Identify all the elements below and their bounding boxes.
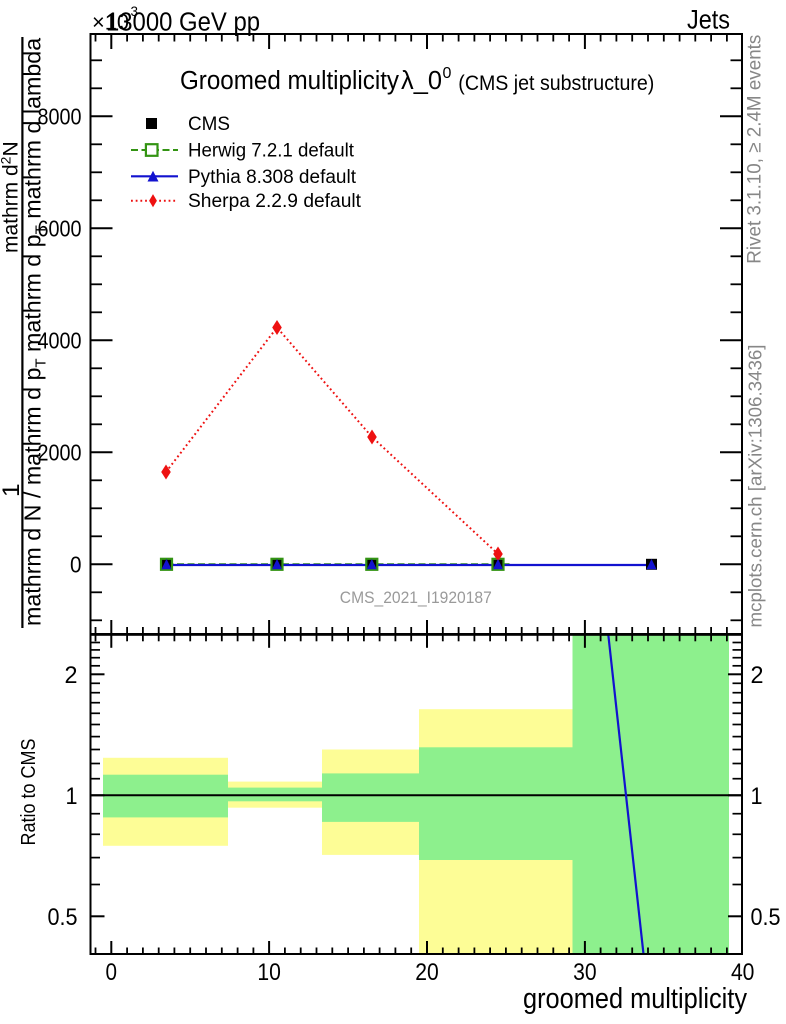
svg-text:6000: 6000 bbox=[38, 216, 82, 242]
svg-text:CMS_2021_I1920187: CMS_2021_I1920187 bbox=[340, 589, 492, 607]
svg-text:10: 10 bbox=[257, 959, 281, 986]
svg-text:CMS: CMS bbox=[188, 114, 230, 135]
svg-text:4000: 4000 bbox=[38, 328, 82, 354]
svg-text:0.5: 0.5 bbox=[751, 904, 781, 931]
svg-text:Groomed multiplicity: Groomed multiplicity bbox=[180, 67, 399, 95]
svg-text:0: 0 bbox=[443, 65, 452, 82]
svg-text:20: 20 bbox=[415, 959, 439, 986]
svg-text:0: 0 bbox=[70, 552, 82, 578]
svg-text:1: 1 bbox=[0, 483, 25, 497]
svg-text:×10: ×10 bbox=[92, 10, 129, 35]
svg-text:0.5: 0.5 bbox=[48, 904, 78, 931]
svg-text:13000 GeV pp: 13000 GeV pp bbox=[106, 7, 260, 37]
svg-text:mathrm d2N: mathrm d2N bbox=[0, 141, 23, 253]
svg-text:Ratio to CMS: Ratio to CMS bbox=[17, 739, 40, 846]
svg-text:2000: 2000 bbox=[38, 440, 82, 466]
svg-text:1: 1 bbox=[751, 783, 763, 810]
svg-text:3: 3 bbox=[131, 4, 139, 19]
svg-text:Sherpa 2.2.9 default: Sherpa 2.2.9 default bbox=[188, 191, 362, 212]
svg-text:0: 0 bbox=[106, 959, 118, 986]
svg-text:Pythia 8.308 default: Pythia 8.308 default bbox=[188, 167, 357, 188]
svg-text:mathrm d N / mathrm d pT mathr: mathrm d N / mathrm d pT mathrm d pT mat… bbox=[20, 38, 50, 626]
svg-text:2: 2 bbox=[65, 662, 78, 689]
svg-text:λ_0: λ_0 bbox=[401, 65, 442, 95]
svg-text:groomed multiplicity: groomed multiplicity bbox=[523, 983, 747, 1015]
svg-text:Herwig 7.2.1 default: Herwig 7.2.1 default bbox=[188, 141, 355, 162]
svg-text:30: 30 bbox=[573, 959, 597, 986]
svg-text:Jets: Jets bbox=[687, 5, 730, 35]
svg-text:1: 1 bbox=[66, 783, 78, 810]
svg-text:40: 40 bbox=[731, 959, 755, 986]
svg-text:8000: 8000 bbox=[38, 104, 82, 130]
svg-text:mcplots.cern.ch [arXiv:1306.34: mcplots.cern.ch [arXiv:1306.3436] bbox=[745, 345, 766, 628]
svg-text:(CMS jet substructure): (CMS jet substructure) bbox=[458, 71, 654, 95]
svg-text:Rivet 3.1.10, ≥ 2.4M events: Rivet 3.1.10, ≥ 2.4M events bbox=[744, 35, 765, 264]
svg-text:2: 2 bbox=[751, 662, 764, 689]
